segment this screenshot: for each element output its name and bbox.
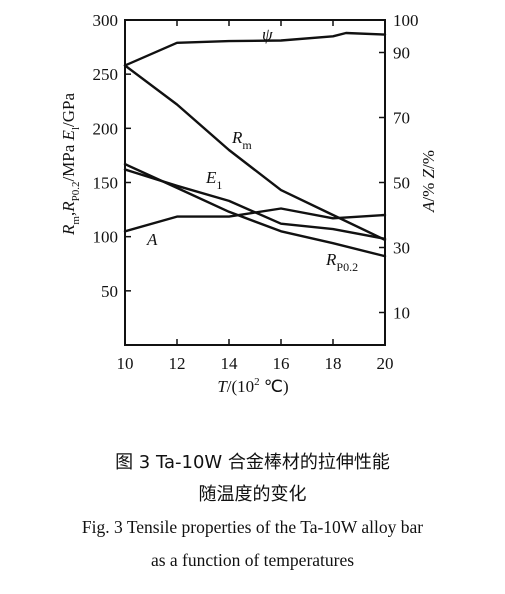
x-tick-label: 20 — [377, 354, 394, 373]
series-label-a: A — [146, 230, 158, 249]
left-tick-label: 50 — [101, 282, 118, 301]
series-label-rm: Rm — [231, 128, 252, 152]
left-tick-label: 200 — [93, 119, 119, 138]
x-tick-label: 14 — [221, 354, 239, 373]
series-lines — [123, 31, 387, 258]
caption-cn-line1: 图 3 Ta-10W 合金棒材的拉伸性能 — [115, 452, 390, 473]
left-tick-label: 250 — [93, 65, 119, 84]
x-tick-label: 12 — [169, 354, 186, 373]
x-tick-label: 18 — [325, 354, 342, 373]
x-axis-title: T/(102 ℃) — [217, 376, 288, 396]
caption-cn-line2: 随温度的变化 — [198, 484, 307, 505]
right-axis-title: A/% Z/% — [419, 150, 438, 213]
series-line-1 — [123, 64, 387, 242]
left-axis-title: Rm,RP0.2/MPa El/GPa — [59, 93, 82, 236]
svg-text:A/% Z/%: A/% Z/% — [419, 150, 438, 213]
right-tick-label: 100 — [393, 11, 419, 30]
series-label-psi: ψ — [262, 25, 273, 44]
right-tick-label: 90 — [393, 44, 410, 63]
series-label-rp02: RP0.2 — [325, 250, 358, 274]
series-line-4 — [123, 207, 387, 233]
svg-text:Rm,RP0.2/MPa El/GPa: Rm,RP0.2/MPa El/GPa — [59, 93, 82, 236]
x-tick-label: 16 — [273, 354, 290, 373]
left-tick-label: 100 — [93, 228, 119, 247]
series-label-rm-text: R — [231, 128, 243, 147]
right-tick-label: 10 — [393, 304, 410, 323]
tick-labels: 10 12 14 16 18 20 50 100 150 200 250 300 10 30 50 70 90 1… — [93, 11, 419, 373]
caption-en-line2: as a function of temperatures — [150, 550, 355, 570]
series-line-0 — [123, 31, 387, 67]
right-tick-label: 70 — [393, 109, 410, 128]
left-tick-label: 150 — [93, 174, 119, 193]
left-tick-label: 300 — [93, 11, 119, 30]
right-tick-label: 50 — [393, 174, 410, 193]
chart: 10 12 14 16 18 20 50 100 150 200 250 300 10 30 50 70 90 1… — [59, 11, 438, 396]
caption-en-line1: Fig. 3 Tensile properties of the Ta-10W … — [81, 517, 424, 537]
plot-area — [124, 19, 386, 346]
series-line-3 — [123, 162, 387, 258]
right-tick-label: 30 — [393, 239, 410, 258]
x-tick-label: 10 — [117, 354, 134, 373]
series-line-2 — [123, 168, 387, 241]
series-label-e1: E1 — [205, 168, 222, 192]
